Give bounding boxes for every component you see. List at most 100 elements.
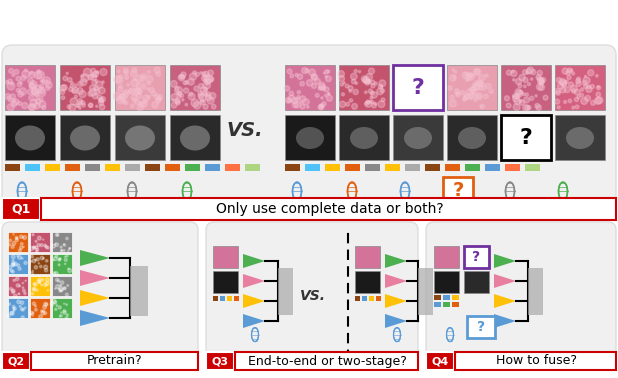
Circle shape [34,92,39,97]
Circle shape [17,256,19,257]
Circle shape [11,255,15,259]
Circle shape [355,82,358,84]
Circle shape [32,293,34,295]
Circle shape [142,83,145,86]
Circle shape [379,80,386,87]
Circle shape [572,72,575,75]
Circle shape [66,304,67,305]
Circle shape [479,74,485,81]
Circle shape [16,284,20,287]
Circle shape [31,313,33,316]
Circle shape [117,96,124,104]
Circle shape [40,84,44,88]
Circle shape [32,312,34,313]
Circle shape [29,311,33,314]
FancyBboxPatch shape [464,246,489,268]
Circle shape [489,89,493,93]
Polygon shape [385,274,407,288]
Circle shape [23,235,27,239]
Circle shape [363,78,368,83]
Circle shape [132,94,137,100]
Circle shape [67,314,69,316]
Circle shape [119,75,122,79]
Circle shape [311,74,316,79]
Circle shape [300,96,306,102]
Circle shape [191,99,199,107]
Circle shape [203,71,209,77]
Circle shape [519,100,522,102]
Circle shape [97,95,102,100]
Circle shape [455,92,460,97]
Circle shape [371,84,375,88]
Circle shape [66,316,68,319]
Circle shape [585,95,590,101]
Circle shape [96,105,98,107]
Circle shape [530,96,534,101]
FancyBboxPatch shape [2,45,616,220]
Circle shape [481,86,486,90]
Circle shape [154,94,159,99]
Circle shape [127,84,129,86]
Ellipse shape [350,127,378,149]
Circle shape [68,268,69,270]
FancyBboxPatch shape [434,271,459,293]
Circle shape [154,67,160,73]
Circle shape [8,303,11,305]
Circle shape [30,83,35,89]
Circle shape [11,101,17,107]
Circle shape [181,72,186,77]
Circle shape [515,89,522,95]
FancyBboxPatch shape [125,164,140,171]
FancyBboxPatch shape [145,164,160,171]
Circle shape [210,79,213,81]
Circle shape [114,76,121,83]
Circle shape [518,84,522,88]
Circle shape [522,70,527,74]
Text: ?: ? [477,320,485,334]
Circle shape [90,68,96,73]
Circle shape [22,308,24,311]
FancyBboxPatch shape [206,352,418,370]
Circle shape [72,89,76,93]
FancyBboxPatch shape [25,164,40,171]
Circle shape [64,303,65,304]
FancyBboxPatch shape [285,115,335,160]
Circle shape [583,84,588,88]
Circle shape [33,246,35,248]
FancyBboxPatch shape [213,246,238,268]
FancyBboxPatch shape [31,352,198,370]
FancyBboxPatch shape [52,254,72,274]
Circle shape [467,73,472,77]
Text: ?: ? [520,127,533,147]
Polygon shape [243,254,265,268]
Circle shape [89,103,93,107]
FancyBboxPatch shape [2,352,30,370]
FancyBboxPatch shape [130,266,148,316]
Circle shape [32,259,36,263]
Circle shape [176,99,180,104]
Circle shape [56,285,59,288]
Circle shape [368,68,375,74]
Circle shape [63,244,66,246]
Circle shape [158,94,163,99]
Polygon shape [494,314,516,328]
Circle shape [567,68,572,73]
Circle shape [19,249,22,252]
Circle shape [124,70,128,75]
FancyBboxPatch shape [206,352,234,370]
Circle shape [474,68,481,75]
Circle shape [143,99,147,103]
Circle shape [20,246,23,249]
Circle shape [69,87,73,91]
Circle shape [527,83,530,86]
Circle shape [486,83,491,89]
Circle shape [119,94,124,99]
Circle shape [83,68,91,76]
Circle shape [117,70,120,73]
Circle shape [370,100,374,104]
Circle shape [580,93,583,97]
Circle shape [297,90,300,94]
Circle shape [24,292,26,294]
Circle shape [515,94,520,98]
Circle shape [466,79,468,81]
